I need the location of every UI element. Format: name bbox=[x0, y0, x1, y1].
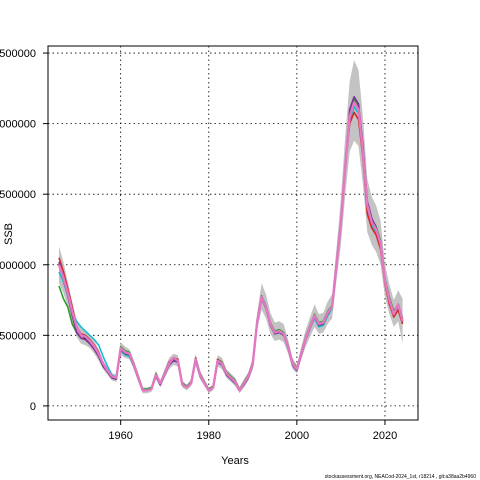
y-axis-title: SSB bbox=[3, 223, 15, 245]
x-axis-title: Years bbox=[221, 455, 249, 467]
confidence-band-layer bbox=[59, 60, 403, 394]
x-axis-ticks: 1960 1980 2000 2020 bbox=[108, 420, 397, 442]
series-lines-layer bbox=[57, 96, 404, 392]
grid-lines bbox=[48, 46, 418, 420]
x-tick-label: 2000 bbox=[285, 430, 309, 442]
y-tick-label: 2000000 bbox=[0, 119, 36, 131]
y-tick-label: 2500000 bbox=[0, 48, 36, 60]
y-tick-label: 500000 bbox=[0, 330, 36, 342]
y-tick-label: 1500000 bbox=[0, 189, 36, 201]
confidence-band bbox=[59, 60, 403, 394]
source-credit: stockassessment.org, NEACod-2024_1st, r1… bbox=[325, 474, 476, 480]
y-tick-label: 1000000 bbox=[0, 260, 36, 272]
x-tick-label: 1960 bbox=[108, 430, 132, 442]
y-axis-ticks: 0 500000 1000000 1500000 2000000 2500000 bbox=[0, 48, 48, 413]
x-tick-label: 1980 bbox=[197, 430, 221, 442]
series-line bbox=[58, 111, 404, 392]
x-tick-label: 2020 bbox=[373, 430, 397, 442]
y-tick-label: 0 bbox=[30, 401, 36, 413]
plot-frame bbox=[47, 45, 419, 421]
series-line bbox=[58, 105, 404, 392]
series-line bbox=[57, 101, 404, 392]
